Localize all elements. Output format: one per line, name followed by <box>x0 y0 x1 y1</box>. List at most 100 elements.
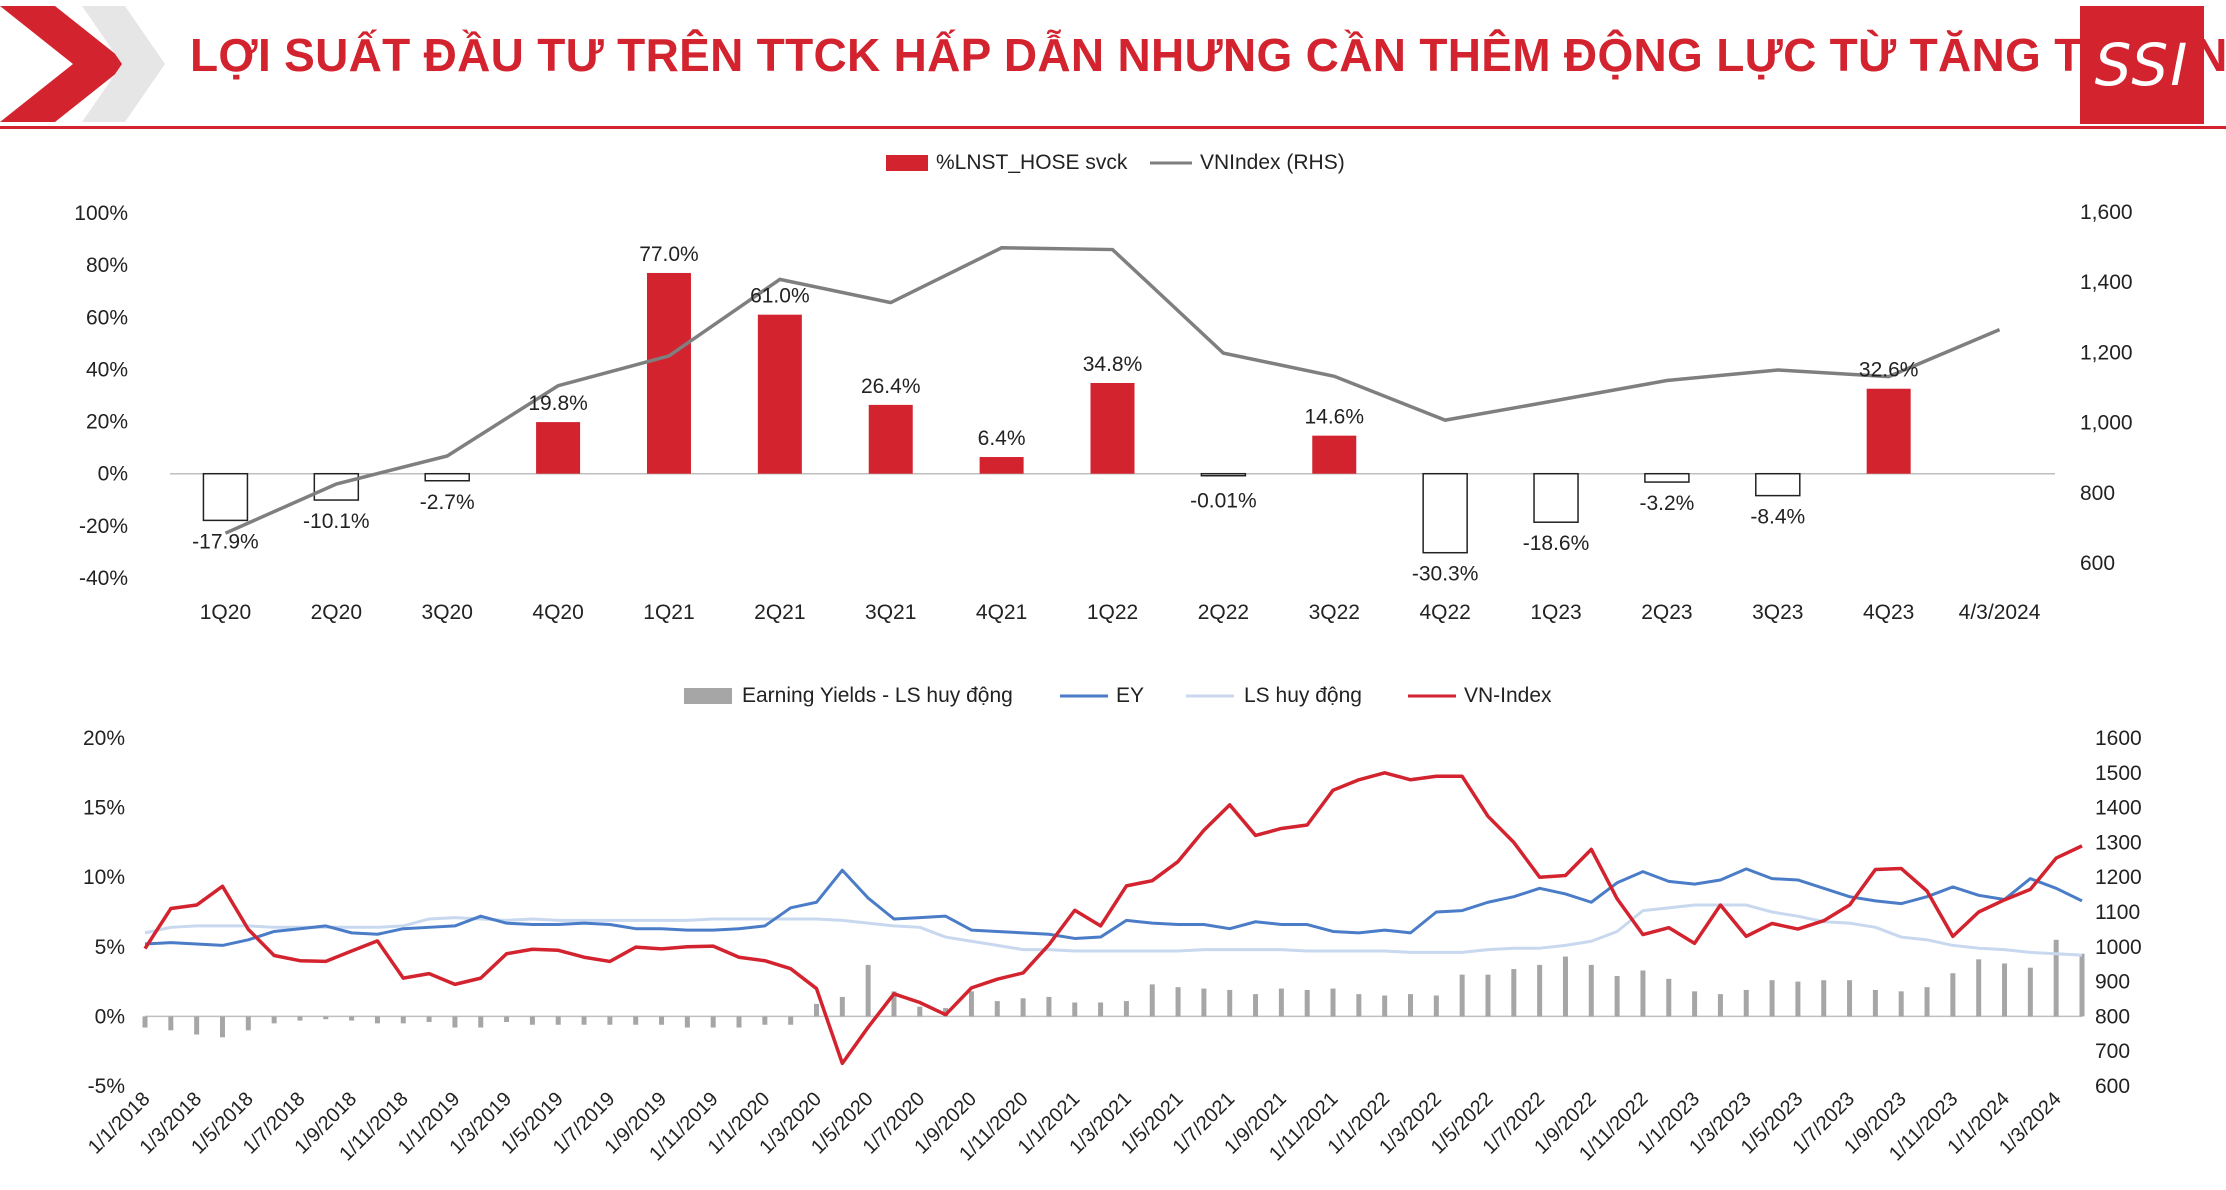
bar-1/10/2021 <box>1304 989 1310 1017</box>
data-label-1Q23: -18.6% <box>1523 532 1590 555</box>
bar-1/9/2020 <box>968 991 974 1017</box>
bar-1/2/2021 <box>1098 1002 1104 1017</box>
bar-1/2/2022 <box>1408 994 1414 1017</box>
bar-1/2/2018 <box>168 1016 174 1031</box>
bar-1/3/2018 <box>194 1016 200 1035</box>
bar-1/10/2020 <box>994 1001 1000 1017</box>
bar-1/1/2020 <box>762 1016 768 1025</box>
bar-1/12/2018 <box>426 1016 432 1022</box>
bar-1/3/2022 <box>1433 995 1439 1017</box>
bar-1/8/2022 <box>1562 956 1568 1017</box>
data-label-3Q20: -2.7% <box>420 491 475 514</box>
data-label-1Q20: -17.9% <box>192 530 259 553</box>
y-left-tick-label: 20% <box>83 727 125 750</box>
x-tick-label: 1Q20 <box>200 601 251 624</box>
bar-1/6/2019 <box>581 1016 587 1025</box>
bar-1/9/2018 <box>349 1016 355 1021</box>
bar-1/3/2019 <box>504 1016 510 1022</box>
legend-label-ls: LS huy động <box>1244 684 1362 707</box>
y-right-tick-label: 1400 <box>2095 797 2142 820</box>
y-right-tick-label: 800 <box>2095 1005 2130 1028</box>
bar-1/11/2018 <box>400 1016 406 1024</box>
ls-huy-dong-line <box>144 903 2083 957</box>
data-label-2Q23: -3.2% <box>1639 492 1694 515</box>
bar-1/7/2022 <box>1537 964 1543 1017</box>
bar-1/12/2021 <box>1356 994 1362 1017</box>
data-label-4Q20: 19.8% <box>528 392 588 415</box>
data-label-4Q21: 6.4% <box>978 427 1026 450</box>
x-tick-label: 4Q20 <box>532 601 583 624</box>
bar-1/9/2023 <box>1898 991 1904 1017</box>
y-right-tick-label: 800 <box>2080 482 2115 505</box>
bar-1/2/2020 <box>788 1016 794 1025</box>
bar-4Q23 <box>1866 388 1911 474</box>
legend-label-ey-ls: Earning Yields - LS huy động <box>742 684 1013 707</box>
bar-1Q20 <box>202 472 249 522</box>
ssi-logo: SSI <box>2080 6 2204 124</box>
chart-earning-yields-vnindex: Earning Yields - LS huy động EY LS huy độn… <box>83 684 2142 1165</box>
bar-1/11/2022 <box>1640 970 1646 1017</box>
x-tick-label: 3Q22 <box>1309 601 1360 624</box>
bar-1/6/2018 <box>271 1016 277 1024</box>
bar-1/7/2020 <box>917 1006 923 1017</box>
bar-1/12/2019 <box>736 1016 742 1028</box>
y-right-tick-label: 1100 <box>2095 901 2140 924</box>
bar-1/9/2022 <box>1588 964 1594 1017</box>
bar-2Q22 <box>1200 472 1247 477</box>
bar-1/11/2019 <box>710 1016 716 1028</box>
bar-1/5/2019 <box>555 1016 561 1025</box>
bar-1/11/2023 <box>1950 973 1956 1017</box>
bar-1/3/2020 <box>813 1003 819 1017</box>
bar-1/8/2021 <box>1253 994 1259 1017</box>
y-right-tick-label: 600 <box>2080 552 2115 575</box>
bar-4Q20 <box>536 422 581 474</box>
data-label-2Q21: 61.0% <box>750 285 810 308</box>
x-tick-label: 3Q23 <box>1752 601 1803 624</box>
y-left-tick-label: 10% <box>83 866 125 889</box>
chart-profit-growth-vnindex: %LNST_HOSE svck VNIndex (RHS) -40% -20% 0% 20… <box>74 151 2133 624</box>
y-right-tick-label: 1,200 <box>2080 341 2133 364</box>
x-tick-label: 2Q22 <box>1198 601 1249 624</box>
y-right-tick-label: 1000 <box>2095 936 2142 959</box>
bar-1/1/2024 <box>2002 963 2008 1017</box>
bar-1/7/2018 <box>297 1016 303 1021</box>
bar-3Q20 <box>424 472 470 482</box>
bar-1/1/2019 <box>452 1016 458 1028</box>
bar-2Q20 <box>313 472 360 501</box>
legend-label-ey: EY <box>1116 684 1144 707</box>
bar-1/8/2019 <box>633 1016 639 1025</box>
ey-line <box>144 867 2083 947</box>
x-tick-label: 1Q21 <box>643 601 694 624</box>
page-title: LỢI SUẤT ĐẦU TƯ TRÊN TTCK HẤP DẪN NHƯNG … <box>190 29 2226 81</box>
bar-1/3/2021 <box>1123 1001 1129 1017</box>
vn-index-line <box>143 771 2083 1066</box>
x-tick-label: 3Q21 <box>865 601 916 624</box>
y-left-tick-label: 40% <box>86 358 128 381</box>
bar-1/8/2023 <box>1872 989 1878 1017</box>
bar-1/12/2022 <box>1666 978 1672 1017</box>
legend-label-vn-index: VN-Index <box>1464 684 1552 707</box>
y-left-tick-label: 100% <box>74 202 128 225</box>
bar-1/10/2018 <box>374 1016 380 1024</box>
header-divider <box>0 126 2226 129</box>
y-right-tick-label: 700 <box>2095 1040 2130 1063</box>
y-right-tick-label: 900 <box>2095 971 2130 994</box>
bar-1/10/2023 <box>1924 987 1930 1017</box>
bar-1/2/2019 <box>478 1016 484 1028</box>
bar-1/4/2024 <box>2079 953 2085 1017</box>
bar-4Q22 <box>1422 472 1468 554</box>
data-label-3Q23: -8.4% <box>1750 506 1805 529</box>
y-right-tick-label: 1600 <box>2095 727 2142 750</box>
data-label-2Q22: -0.01% <box>1190 490 1257 513</box>
y-right-tick-label: 1500 <box>2095 762 2142 785</box>
bar-1/6/2021 <box>1201 988 1207 1017</box>
ssi-logo-text: SSI <box>2094 31 2190 99</box>
bar-1/2/2023 <box>1717 994 1723 1017</box>
bar-3Q23 <box>1755 472 1801 497</box>
y-right-tick-label: 600 <box>2095 1075 2130 1098</box>
data-label-4Q22: -30.3% <box>1412 563 1479 586</box>
y-left-tick-label: 20% <box>86 411 128 434</box>
data-label-3Q22: 14.6% <box>1304 406 1364 429</box>
bar-1/4/2018 <box>219 1016 225 1038</box>
bar-1/11/2021 <box>1330 988 1336 1017</box>
